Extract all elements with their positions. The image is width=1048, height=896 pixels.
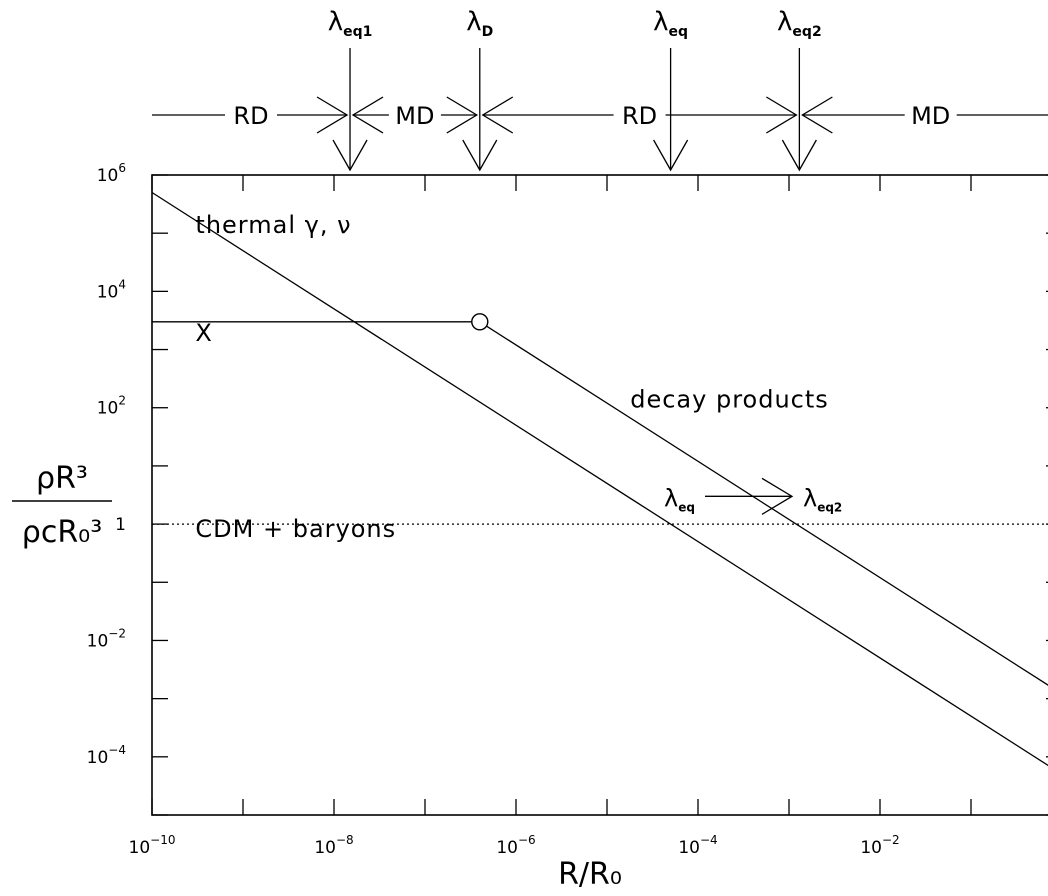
era-arrow-right-0 (316, 96, 349, 134)
marker-label-3: λeq2 (777, 7, 822, 40)
x-tick-label-4: 10−2 (860, 833, 899, 858)
plot-frame (151, 174, 1048, 816)
y-axis-label-denominator: ρcR₀³ (22, 515, 102, 550)
x-tick-label-2: 10−6 (496, 833, 535, 858)
marker-label-0: λeq1 (328, 7, 373, 40)
marker-arrow-head-0 (332, 139, 368, 172)
y-tick-label-4: 10−2 (87, 626, 126, 651)
marker-label-2: λeq (653, 7, 688, 40)
annotation-1: X (195, 319, 212, 347)
shift-label-from: λeq (664, 484, 695, 514)
annotation-2: decay products (630, 386, 829, 414)
era-arrow-left-3 (801, 96, 833, 134)
x-tick-label-0: 10−10 (129, 833, 176, 858)
marker-label-1: λD (466, 7, 493, 40)
x-axis-label: R/R₀ (558, 857, 622, 892)
era-label-0: RD (233, 102, 268, 130)
decay-point-marker (471, 313, 489, 331)
y-tick-label-1: 104 (97, 277, 126, 302)
series-line-2 (479, 321, 1048, 686)
lambda-markers: λeq1 λD λeq λeq2 (328, 7, 822, 172)
shift-arrow-head (761, 477, 794, 515)
era-label-2: RD (622, 102, 657, 130)
era-arrow-left-1 (351, 96, 384, 134)
era-label-3: MD (911, 102, 950, 130)
marker-arrow-head-1 (462, 139, 498, 172)
y-tick-labels: 106 104 102 1 10−2 10−4 (87, 161, 126, 768)
marker-arrow-head-3 (781, 139, 817, 172)
series-lines (151, 191, 1048, 767)
y-tick-label-0: 106 (97, 161, 126, 186)
y-axis-label: ρR³ ρcR₀³ (12, 461, 112, 550)
annotation-3: CDM + baryons (195, 515, 396, 543)
marker-arrow-head-2 (653, 139, 689, 172)
y-tick-label-3: 1 (115, 515, 126, 535)
annotation-0: thermal γ, ν (195, 211, 351, 239)
x-tick-label-1: 10−8 (314, 833, 353, 858)
era-arrow-right-2 (766, 96, 798, 134)
era-label-1: MD (395, 102, 434, 130)
y-axis-label-numerator: ρR³ (36, 461, 88, 496)
shift-label-to: λeq2 (803, 484, 842, 514)
era-arrow-left-2 (481, 96, 514, 134)
x-tick-label-3: 10−4 (678, 833, 717, 858)
series-line-0 (151, 191, 1048, 767)
era-band: RD MD RD MD (152, 96, 1048, 134)
era-arrow-right-1 (446, 96, 479, 134)
y-tick-label-2: 102 (97, 394, 126, 419)
y-tick-label-5: 10−4 (87, 743, 126, 768)
axis-ticks (151, 174, 1048, 816)
